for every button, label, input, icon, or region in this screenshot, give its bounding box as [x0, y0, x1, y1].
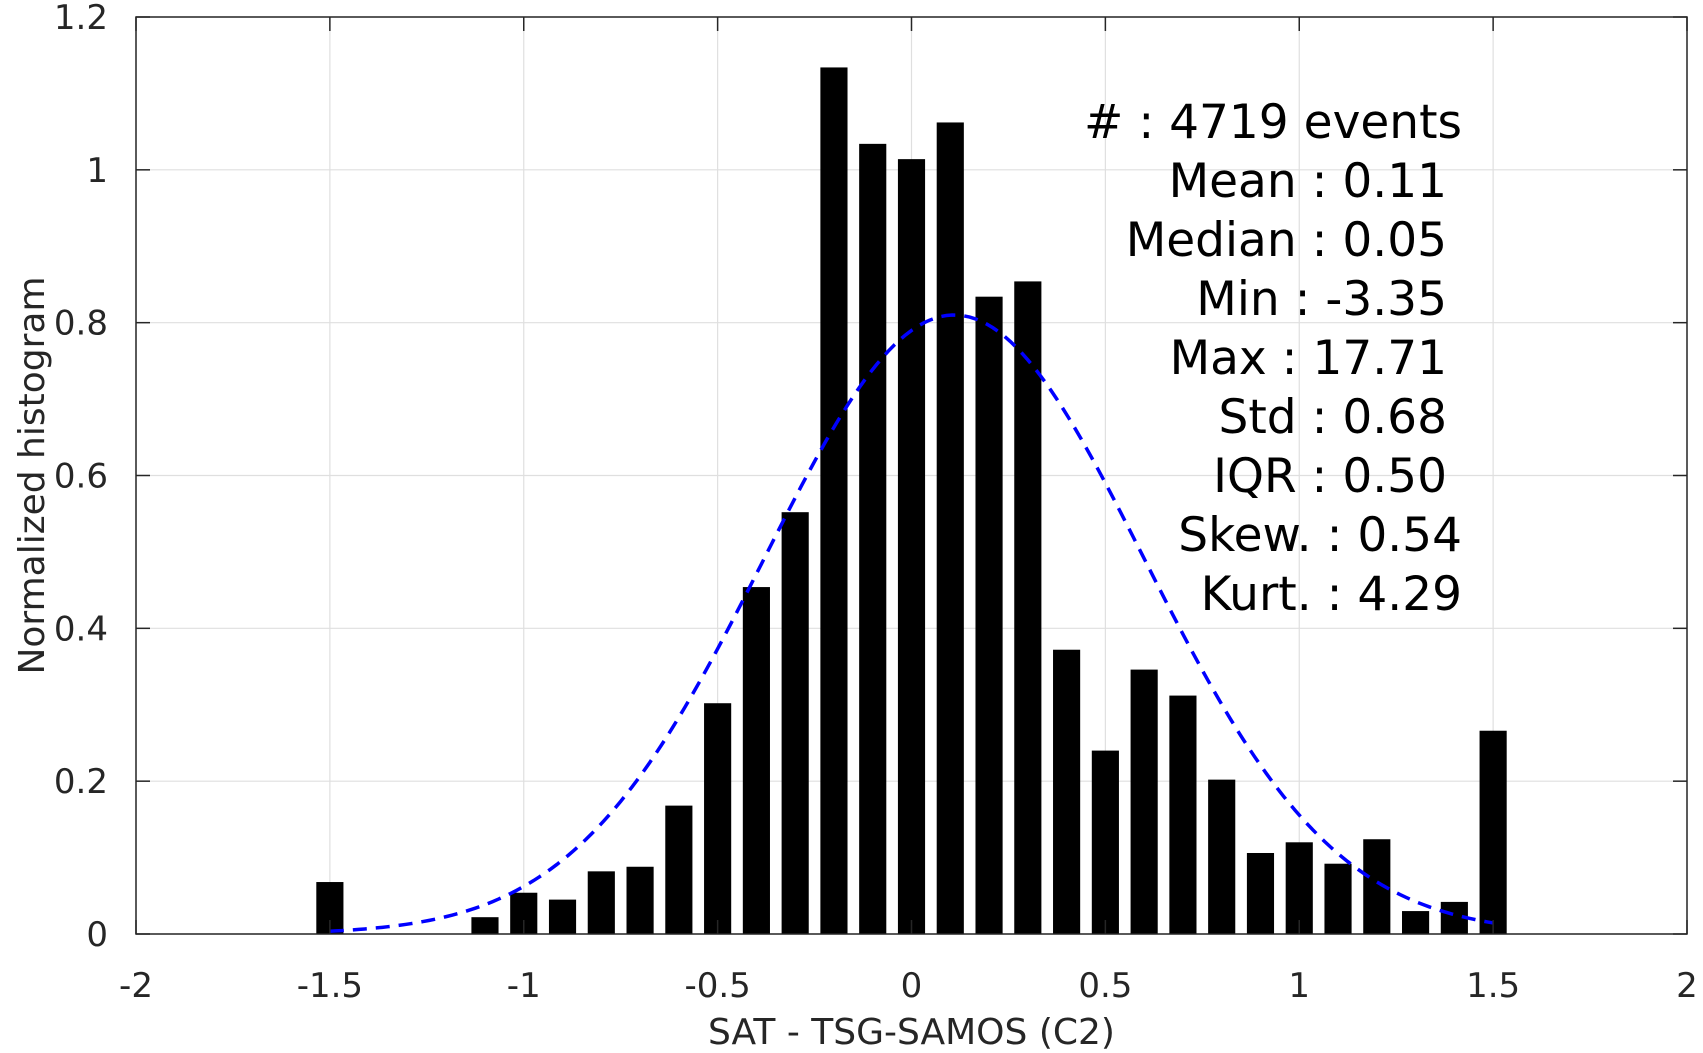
- histogram-bar: [1014, 281, 1042, 934]
- histogram-bar: [1246, 852, 1275, 934]
- y-tick-label: 0.8: [54, 304, 108, 344]
- y-tick-label: 1.2: [54, 0, 108, 38]
- histogram-bar: [1091, 750, 1119, 934]
- stat-line: Median : 0.05: [1126, 213, 1447, 268]
- histogram-bar: [859, 143, 887, 934]
- normal-fit-curve: [329, 313, 1494, 933]
- histogram-bar: [626, 866, 654, 934]
- histogram-bar: [1169, 695, 1197, 934]
- stat-line: IQR : 0.50: [1213, 449, 1447, 504]
- histogram-bar: [1324, 863, 1352, 934]
- x-tick-label: 2: [1676, 966, 1698, 1006]
- x-tick-label: 0.5: [1078, 966, 1132, 1006]
- stat-line: Mean : 0.11: [1169, 154, 1447, 209]
- histogram-bars: [316, 67, 1507, 934]
- stat-line: Kurt. : 4.29: [1201, 567, 1462, 622]
- histogram-bar: [1053, 649, 1081, 934]
- histogram-bar: [471, 917, 499, 934]
- histogram-bar: [820, 67, 848, 934]
- stat-line: Min : -3.35: [1196, 272, 1447, 327]
- x-tick-labels: -2 -1.5 -1 -0.5 0 0.5 1 1.5 2: [119, 966, 1698, 1006]
- histogram-bar: [936, 122, 964, 934]
- histogram-bar: [704, 703, 732, 934]
- stat-line: # : 4719 events: [1084, 95, 1462, 150]
- histogram-bar: [1479, 730, 1507, 934]
- y-tick-label: 0: [86, 915, 108, 955]
- x-tick-label: -1: [507, 966, 541, 1006]
- histogram-bar: [1208, 779, 1236, 934]
- stat-line: Std : 0.68: [1219, 390, 1447, 445]
- histogram-bar: [781, 512, 809, 934]
- histogram-bar: [548, 899, 577, 934]
- y-axis-label: Normalized histogram: [12, 276, 53, 674]
- histogram-bar: [975, 296, 1003, 934]
- x-tick-label: 1: [1288, 966, 1310, 1006]
- histogram-bar: [1285, 842, 1313, 934]
- y-tick-labels: 0 0.2 0.4 0.6 0.8 1 1.2: [54, 0, 108, 955]
- histogram-bar: [665, 805, 693, 934]
- x-tick-label: 1.5: [1466, 966, 1520, 1006]
- x-tick-label: 0: [901, 966, 923, 1006]
- histogram-bar: [897, 159, 926, 934]
- x-tick-label: -1.5: [297, 966, 363, 1006]
- x-tick-label: -0.5: [684, 966, 750, 1006]
- y-tick-label: 1: [86, 151, 108, 191]
- stat-line: Skew. : 0.54: [1178, 508, 1462, 563]
- histogram-bar: [587, 871, 615, 934]
- histogram-bar: [1130, 669, 1158, 934]
- y-tick-label: 0.2: [54, 762, 108, 802]
- y-tick-label: 0.6: [54, 457, 108, 497]
- x-axis-label: SAT - TSG-SAMOS (C2): [708, 1012, 1115, 1053]
- x-tick-label: -2: [119, 966, 153, 1006]
- axis-ticks: [135, 16, 1688, 935]
- histogram-bar: [742, 587, 770, 934]
- stat-line: Max : 17.71: [1170, 331, 1447, 386]
- histogram-bar: [1402, 911, 1430, 934]
- y-tick-label: 0.4: [54, 609, 108, 649]
